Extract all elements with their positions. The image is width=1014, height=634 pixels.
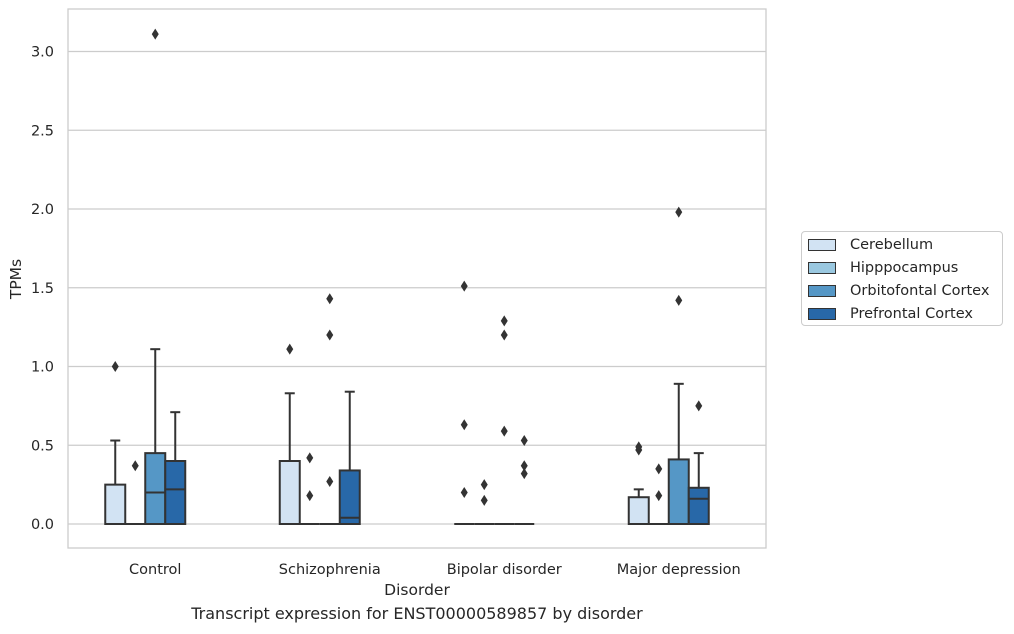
y-tick-label: 3.0	[31, 45, 54, 61]
box-body	[687, 486, 710, 525]
legend-swatch-cerebellum	[808, 239, 836, 251]
legend-swatch-prefrontal	[808, 308, 836, 320]
legend-label-cerebellum: Cerebellum	[850, 237, 934, 253]
box-group	[125, 460, 146, 525]
box-group	[648, 463, 669, 525]
box-body	[338, 469, 361, 526]
outlier-point	[460, 419, 468, 431]
y-tick-label: 0.0	[31, 517, 54, 533]
outlier-point	[520, 460, 528, 472]
x-tick-labels: Control Schizophrenia Bipolar disorder Majo…	[129, 562, 741, 578]
y-tick-label: 1.5	[31, 281, 54, 297]
outlier-point	[131, 460, 139, 472]
figure-caption: Transcript expression for ENST0000058985…	[191, 604, 643, 623]
outlier-point	[655, 463, 663, 475]
plot-frame	[67, 8, 767, 549]
y-tick-label: 2.5	[31, 123, 54, 139]
outlier-point	[520, 435, 528, 447]
legend-label-hippocampus: Hipppocampus	[850, 260, 959, 276]
box-group	[454, 280, 475, 525]
outlier-point	[500, 315, 508, 327]
legend-swatch-orbitofrontal	[808, 285, 836, 297]
legend-item-cerebellum: Cerebellum	[808, 236, 933, 254]
y-axis-label: TPMs	[7, 259, 25, 300]
box-body	[627, 496, 650, 526]
legend-label-prefrontal: Prefrontal Cortex	[850, 306, 973, 322]
box-group	[104, 361, 127, 525]
box-body	[278, 460, 301, 525]
outlier-point	[286, 343, 294, 355]
box-group	[667, 206, 690, 525]
box-group	[299, 452, 320, 525]
box-group	[319, 293, 340, 525]
boxes	[104, 28, 710, 526]
outlier-point	[326, 475, 334, 487]
x-axis-label: Disorder	[384, 581, 450, 599]
gridlines	[68, 50, 766, 525]
outlier-point	[480, 479, 488, 491]
legend-item-orbitofrontal: Orbitofontal Cortex	[808, 282, 989, 300]
outlier-point	[460, 487, 468, 498]
legend-item-prefrontal: Prefrontal Cortex	[808, 305, 973, 323]
x-tick-label: Schizophrenia	[279, 562, 381, 578]
box-group	[687, 400, 710, 525]
outlier-point	[480, 494, 488, 506]
outlier-point	[326, 329, 334, 341]
outlier-point	[695, 400, 703, 412]
outlier-point	[500, 425, 508, 437]
x-tick-label: Major depression	[617, 562, 741, 578]
outlier-point	[151, 28, 159, 40]
legend-swatch-hippocampus	[808, 262, 836, 274]
y-tick-labels: 0.0 0.5 1.0 1.5 2.0 2.5 3.0	[31, 45, 54, 534]
y-tick-label: 1.0	[31, 360, 54, 376]
legend: Cerebellum Hipppocampus Orbitofontal Cor…	[801, 231, 1003, 326]
legend-item-hippocampus: Hipppocampus	[808, 259, 958, 277]
x-tick-label: Control	[129, 562, 181, 578]
outlier-point	[306, 452, 314, 464]
legend-label-orbitofrontal: Orbitofontal Cortex	[850, 283, 990, 299]
box-body	[104, 483, 127, 525]
outlier-point	[675, 206, 683, 218]
box-group	[494, 315, 515, 525]
box-group	[514, 435, 535, 525]
y-tick-label: 0.5	[31, 438, 54, 454]
x-tick-label: Bipolar disorder	[447, 562, 562, 578]
outlier-point	[655, 490, 663, 502]
outlier-point	[520, 468, 528, 480]
outlier-point	[635, 441, 643, 453]
outlier-point	[111, 361, 119, 372]
outlier-point	[306, 490, 314, 502]
outlier-point	[500, 329, 508, 341]
box-group	[164, 411, 187, 525]
box-group	[474, 479, 495, 525]
box-body	[144, 452, 167, 525]
box-group	[144, 28, 167, 525]
box-group	[627, 441, 650, 526]
outlier-point	[460, 280, 468, 292]
y-tick-label: 2.0	[31, 202, 54, 218]
outlier-point	[326, 293, 334, 305]
box-group	[278, 343, 301, 525]
box-body	[667, 458, 690, 525]
box-group	[338, 390, 361, 526]
outlier-point	[675, 294, 683, 306]
box-body	[164, 460, 187, 525]
